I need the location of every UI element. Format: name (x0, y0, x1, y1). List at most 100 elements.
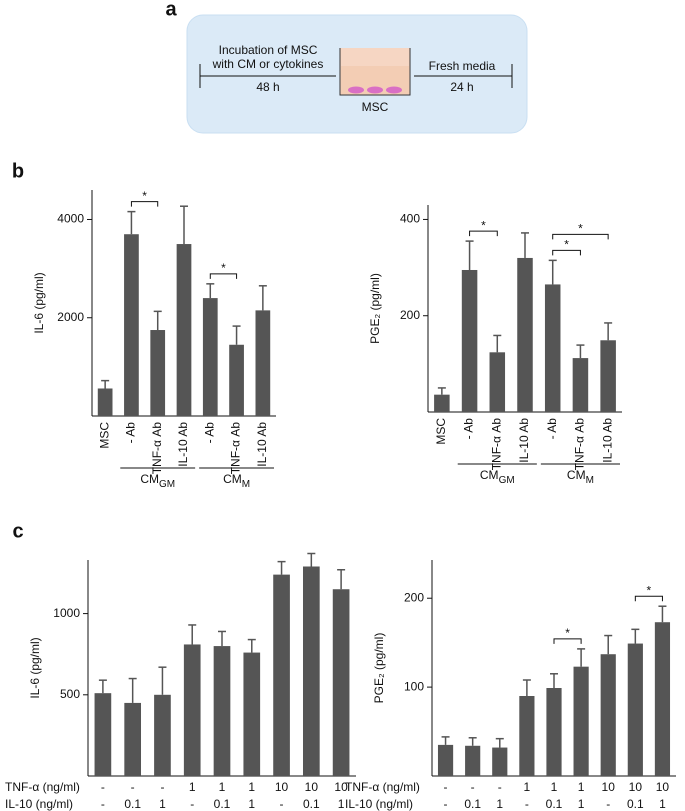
panel-label: b (12, 160, 24, 182)
x-tick-label: IL-10 Ab (255, 422, 269, 467)
bar (517, 257, 533, 412)
significance-bracket (552, 233, 609, 240)
diagram: Incubation of MSC with CM or cytokines 4… (186, 14, 528, 134)
condition-value: 1 (159, 797, 166, 811)
bar (273, 574, 290, 776)
bar (124, 702, 142, 776)
bar (437, 744, 454, 776)
y-tick-label: 100 (404, 679, 424, 693)
y-tick-label: 400 (400, 212, 420, 226)
x-tick-label: MSC (97, 422, 111, 449)
x-tick-label: - Ab (124, 422, 138, 444)
error-bar (101, 379, 110, 389)
step-text: Fresh media (429, 59, 496, 73)
error-bar (550, 673, 558, 688)
significance-label: * (565, 626, 570, 640)
panel-label: c (12, 520, 23, 542)
condition-value: 0.1 (546, 797, 563, 811)
error-bar (658, 605, 667, 623)
x-tick-label: TNF-α Ab (229, 422, 243, 475)
error-bar (576, 344, 585, 359)
cell (386, 86, 402, 94)
bar (302, 566, 320, 776)
error-bar (206, 283, 215, 299)
bar (544, 284, 561, 412)
error-bar (180, 205, 188, 245)
condition-value: 0.1 (214, 797, 231, 811)
significance-label: * (564, 238, 569, 252)
error-bar (153, 310, 162, 331)
x-tick-label: - Ab (462, 418, 476, 440)
condition-value: 1 (219, 780, 226, 794)
significance-bracket (469, 230, 498, 237)
time-text: 48 h (256, 80, 279, 94)
error-bar (465, 240, 474, 270)
condition-name: TNF-α (ng/ml) (345, 780, 420, 794)
group-label-sub: GM (499, 475, 515, 486)
bar (600, 654, 616, 776)
condition-value: 1 (551, 780, 558, 794)
condition-value: 1 (496, 797, 503, 811)
y-axis-label: IL-6 (pg/ml) (28, 637, 42, 698)
condition-value: - (471, 780, 475, 794)
bar (465, 745, 481, 776)
significance-bracket (634, 595, 663, 602)
y-tick-label: 2000 (57, 310, 84, 324)
error-bar (437, 387, 446, 395)
group-label-main: CM (140, 472, 159, 486)
condition-value: - (606, 797, 610, 811)
condition-value: - (190, 797, 194, 811)
condition-value: 10 (602, 780, 616, 794)
y-axis-label: PGE₂ (pg/ml) (372, 633, 386, 704)
x-tick-label: TNF-α Ab (489, 418, 503, 471)
condition-value: - (131, 780, 135, 794)
condition-value: 0.1 (124, 797, 141, 811)
condition-value: 1 (659, 797, 666, 811)
cell-label: MSC (362, 100, 389, 114)
condition-name: TNF-α (ng/ml) (5, 780, 80, 794)
condition-name: IL-10 (ng/ml) (345, 797, 413, 811)
x-tick-label: TNF-α Ab (150, 422, 164, 475)
bar (492, 747, 508, 776)
bar (600, 340, 616, 412)
group-label: CMM (567, 468, 594, 485)
step-text: Incubation of MSC (219, 43, 318, 57)
bar (461, 269, 478, 412)
condition-value: - (444, 797, 448, 811)
error-bar (522, 679, 531, 696)
y-tick-label: 500 (60, 687, 80, 701)
condition-value: 0.1 (464, 797, 481, 811)
bar (573, 666, 589, 776)
error-bar (98, 679, 107, 694)
error-bar (548, 259, 557, 285)
x-tick-label: TNF-α Ab (573, 418, 587, 471)
bar (332, 589, 350, 776)
significance-bracket (552, 249, 581, 256)
significance-label: * (221, 261, 226, 275)
condition-value: - (498, 780, 502, 794)
group-label: CMGM (480, 468, 515, 485)
error-bar (128, 677, 137, 703)
error-bar (127, 210, 136, 235)
bar (176, 244, 192, 416)
y-axis-label: IL-6 (pg/ml) (32, 272, 46, 333)
step-text: with CM or cytokines (212, 57, 324, 71)
condition-value: - (160, 780, 164, 794)
condition-value: 0.1 (303, 797, 320, 811)
significance-bracket (209, 273, 238, 279)
condition-value: 10 (305, 780, 319, 794)
condition-value: 1 (578, 780, 585, 794)
error-bar (577, 648, 586, 667)
y-tick-label: 4000 (57, 212, 84, 226)
bar (243, 652, 261, 776)
condition-value: 1 (524, 780, 531, 794)
condition-value: 10 (629, 780, 643, 794)
condition-value: 1 (248, 797, 255, 811)
bar (183, 644, 201, 776)
group-label: CMGM (140, 472, 175, 489)
group-label-main: CM (567, 468, 586, 482)
significance-label: * (481, 218, 486, 232)
panel-label: a (165, 0, 177, 20)
bar (255, 310, 271, 416)
x-tick-label: IL-10 Ab (517, 418, 531, 463)
